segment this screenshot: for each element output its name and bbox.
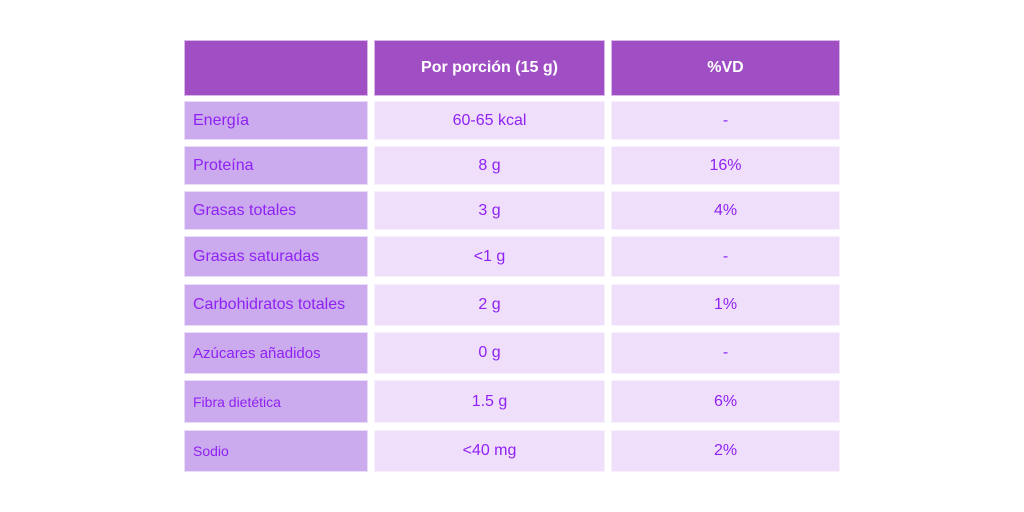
per-serving-cell: 2 g	[374, 284, 605, 326]
per-serving-cell: 60-65 kcal	[374, 101, 605, 140]
dv-cell: -	[611, 332, 840, 374]
per-serving-cell: 8 g	[374, 146, 605, 185]
per-serving-cell: <1 g	[374, 236, 605, 277]
dv-cell: 16%	[611, 146, 840, 185]
header-cell-empty	[184, 40, 368, 96]
per-serving-cell: 1.5 g	[374, 380, 605, 423]
nutrient-cell: Grasas totales	[184, 191, 368, 230]
dv-cell: 6%	[611, 380, 840, 423]
per-serving-cell: 3 g	[374, 191, 605, 230]
dv-cell: 4%	[611, 191, 840, 230]
dv-cell: -	[611, 236, 840, 277]
nutrient-cell: Fibra dietética	[184, 380, 368, 423]
per-serving-cell: 0 g	[374, 332, 605, 374]
nutrient-cell: Carbohidratos totales	[184, 284, 368, 326]
header-dv: %VD	[611, 40, 840, 96]
per-serving-cell: <40 mg	[374, 430, 605, 472]
dv-cell: 2%	[611, 430, 840, 472]
nutrient-cell: Sodio	[184, 430, 368, 472]
dv-cell: -	[611, 101, 840, 140]
dv-cell: 1%	[611, 284, 840, 326]
header-per-serving: Por porción (15 g)	[374, 40, 605, 96]
nutrient-cell: Proteína	[184, 146, 368, 185]
nutrient-cell: Azúcares añadidos	[184, 332, 368, 374]
nutrient-cell: Grasas saturadas	[184, 236, 368, 277]
nutrient-cell: Energía	[184, 101, 368, 140]
